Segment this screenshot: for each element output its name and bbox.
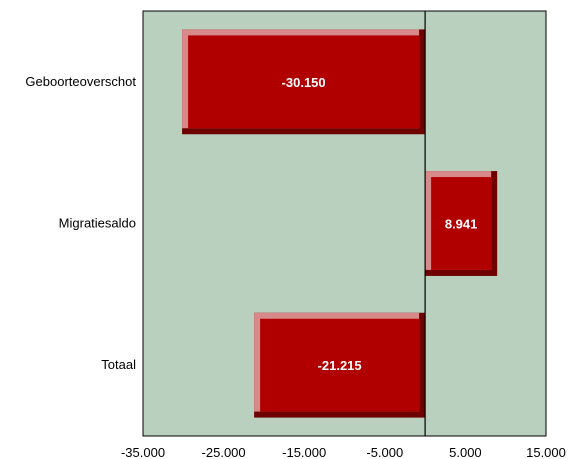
x-tick-label: -35.000 [121, 445, 165, 459]
x-tick-label: 5.000 [449, 445, 482, 459]
bar-face [431, 177, 492, 270]
bar-3 [254, 312, 426, 418]
category-label: Geboorteoverschot [25, 74, 136, 89]
data-label: 8.941 [445, 217, 478, 232]
category-label: Totaal [101, 357, 136, 372]
x-axis-ticks: -35.000 -25.000 -15.000 -5.000 5.000 15.000 [121, 445, 566, 459]
data-label: -21.215 [318, 358, 362, 373]
category-labels: Geboorteoverschot Migratiesaldo Totaal [25, 74, 136, 372]
data-label: -30.150 [282, 75, 326, 90]
x-tick-label: -5.000 [366, 445, 403, 459]
bar-1 [182, 29, 426, 135]
x-tick-label: 15.000 [526, 445, 566, 459]
plot-frame [142, 10, 547, 437]
bar-face [188, 35, 420, 129]
x-tick-label: -25.000 [202, 445, 246, 459]
bar-2 [425, 171, 498, 276]
x-tick-label: -15.000 [282, 445, 326, 459]
category-label: Migratiesaldo [59, 216, 136, 231]
data-labels: -30.150 8.941 -21.215 [282, 75, 478, 373]
bar-face [260, 318, 420, 412]
bars-group [182, 29, 498, 418]
